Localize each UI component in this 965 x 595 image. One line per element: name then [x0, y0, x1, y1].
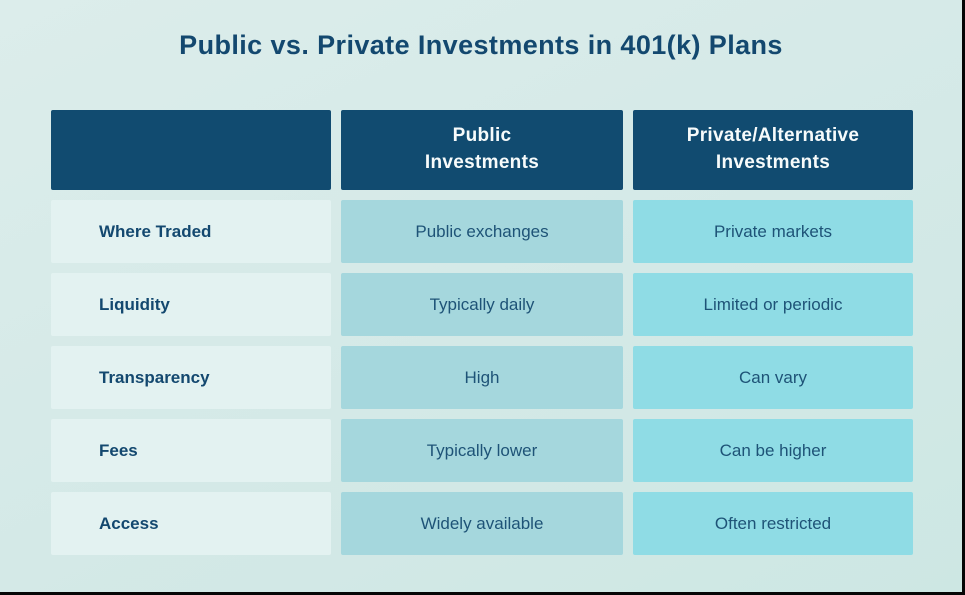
header-cell-empty: [51, 110, 331, 190]
cell-public-liquidity: Typically daily: [341, 273, 623, 336]
header-cell-public-investments: Public Investments: [341, 110, 623, 190]
cell-private-fees: Can be higher: [633, 419, 913, 482]
row-label-where-traded: Where Traded: [51, 200, 331, 263]
row-label-access: Access: [51, 492, 331, 555]
row-label-fees: Fees: [51, 419, 331, 482]
cell-public-access: Widely available: [341, 492, 623, 555]
cell-private-transparency: Can vary: [633, 346, 913, 409]
cell-public-fees: Typically lower: [341, 419, 623, 482]
header-cell-private-alternative-investments: Private/Alternative Investments: [633, 110, 913, 190]
cell-private-where-traded: Private markets: [633, 200, 913, 263]
row-label-transparency: Transparency: [51, 346, 331, 409]
cell-private-liquidity: Limited or periodic: [633, 273, 913, 336]
cell-public-transparency: High: [341, 346, 623, 409]
row-label-liquidity: Liquidity: [51, 273, 331, 336]
page-title: Public vs. Private Investments in 401(k)…: [179, 30, 783, 60]
comparison-table: Public Investments Private/Alternative I…: [51, 110, 913, 555]
cell-public-where-traded: Public exchanges: [341, 200, 623, 263]
cell-private-access: Often restricted: [633, 492, 913, 555]
